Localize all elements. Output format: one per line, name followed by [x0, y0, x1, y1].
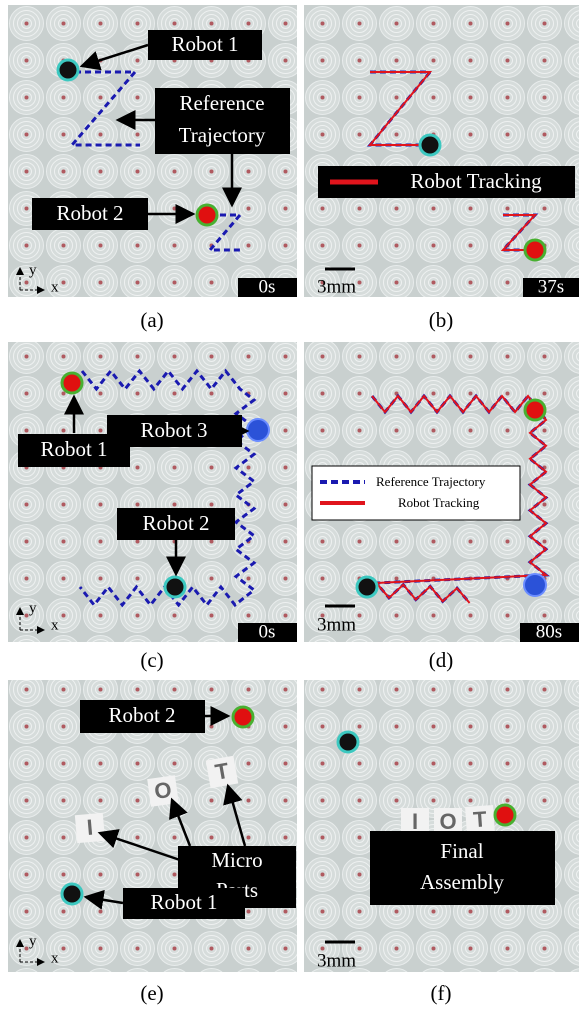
robot — [62, 373, 82, 393]
micro-part: T — [465, 805, 495, 835]
robot — [58, 60, 78, 80]
robot — [233, 707, 253, 727]
caption: (e) — [140, 981, 163, 1005]
caption: (b) — [429, 308, 454, 332]
caption: (f) — [431, 981, 452, 1005]
robot — [62, 884, 82, 904]
robot — [495, 805, 515, 825]
robot — [525, 240, 545, 260]
label: I — [412, 809, 418, 834]
axis-label: y — [29, 933, 37, 949]
legend-label: Reference Trajectory — [376, 474, 486, 489]
scale-label: 3mm — [317, 614, 356, 635]
robot — [247, 419, 269, 441]
axis-label: y — [29, 600, 37, 616]
robot — [197, 205, 217, 225]
timestamp: 37s — [538, 276, 564, 297]
micro-part: T — [206, 756, 238, 788]
legend-label: Robot Tracking — [410, 169, 542, 193]
callout: Assembly — [420, 870, 505, 894]
robot — [524, 574, 546, 596]
callout: Trajectory — [179, 123, 266, 147]
robot — [420, 135, 440, 155]
label: O — [153, 777, 173, 804]
robot — [525, 400, 545, 420]
page: (a) (b) (c) (d) (e) (f) Robot 1 Referenc… — [0, 0, 587, 1009]
figure: (a) (b) (c) (d) (e) (f) Robot 1 Referenc… — [0, 0, 587, 1009]
robot — [357, 577, 377, 597]
axis-label: x — [51, 617, 59, 633]
legend-label: Robot Tracking — [398, 495, 480, 510]
callout: Robot 2 — [142, 511, 209, 535]
label: T — [472, 806, 488, 832]
callout: Robot 1 — [150, 890, 217, 914]
axis-label: y — [29, 262, 37, 278]
axis-label: x — [51, 950, 59, 966]
callout: Robot 3 — [140, 418, 207, 442]
callout: Robot 2 — [56, 201, 123, 225]
callout: Robot 2 — [108, 703, 175, 727]
timestamp: 0s — [259, 276, 276, 297]
axis-label: x — [51, 279, 59, 295]
timestamp: 80s — [536, 621, 562, 642]
caption: (c) — [140, 648, 163, 672]
callout: Robot 1 — [171, 32, 238, 56]
scale-label: 3mm — [317, 276, 356, 297]
robot — [165, 577, 185, 597]
robot — [338, 732, 358, 752]
micro-part: I — [75, 813, 105, 843]
caption: (a) — [140, 308, 163, 332]
label: O — [439, 809, 456, 834]
timestamp: 0s — [259, 621, 276, 642]
callout: Robot 1 — [40, 437, 107, 461]
callout: Reference — [179, 91, 264, 115]
callout: Micro — [211, 848, 262, 872]
scale-label: 3mm — [317, 950, 356, 971]
caption: (d) — [429, 648, 454, 672]
callout: Final — [440, 839, 483, 863]
